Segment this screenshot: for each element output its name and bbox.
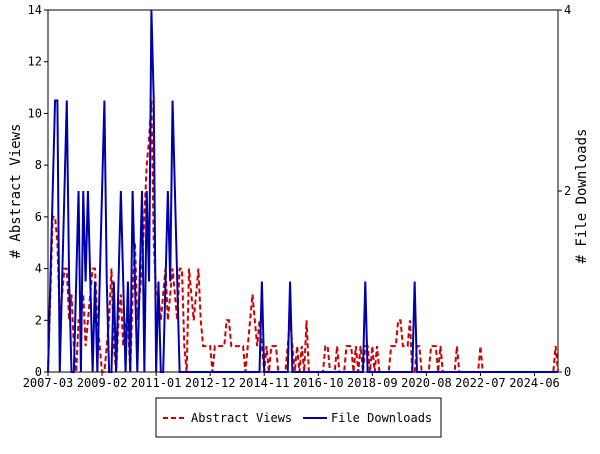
legend-box	[155, 397, 442, 438]
y-tick-label: 2	[35, 313, 42, 327]
y-tick-label: 14	[28, 3, 42, 17]
x-tick-label: 2011-01	[131, 376, 182, 390]
y-axis-label: # Abstract Views	[8, 124, 24, 259]
series-line	[47, 9, 558, 373]
x-tick-label: 2020-08	[401, 376, 452, 390]
y-tick-label: 4	[35, 262, 42, 276]
series-line	[47, 100, 559, 373]
x-tick-label: 2022-07	[455, 376, 506, 390]
x-tick-label: 2024-06	[509, 376, 560, 390]
y-tick-label: 12	[28, 55, 42, 69]
y2-tick-label: 4	[564, 3, 571, 17]
legend-label: File Downloads	[331, 411, 432, 425]
x-tick-label: 2016-10	[293, 376, 344, 390]
x-tick-label: 2007-03	[23, 376, 74, 390]
x-tick-label: 2014-11	[239, 376, 290, 390]
x-tick-label: 2009-02	[77, 376, 128, 390]
x-tick-label: 2012-12	[185, 376, 236, 390]
legend-label: Abstract Views	[191, 411, 292, 425]
y2-tick-label: 0	[564, 365, 571, 379]
x-tick-label: 2018-09	[347, 376, 398, 390]
y2-tick-label: 2	[564, 184, 571, 198]
y-tick-label: 8	[35, 158, 42, 172]
y-tick-label: 6	[35, 210, 42, 224]
y-tick-label: 10	[28, 106, 42, 120]
y-tick-label: 0	[35, 365, 42, 379]
y2-axis-label: # File Downloads	[574, 129, 590, 264]
